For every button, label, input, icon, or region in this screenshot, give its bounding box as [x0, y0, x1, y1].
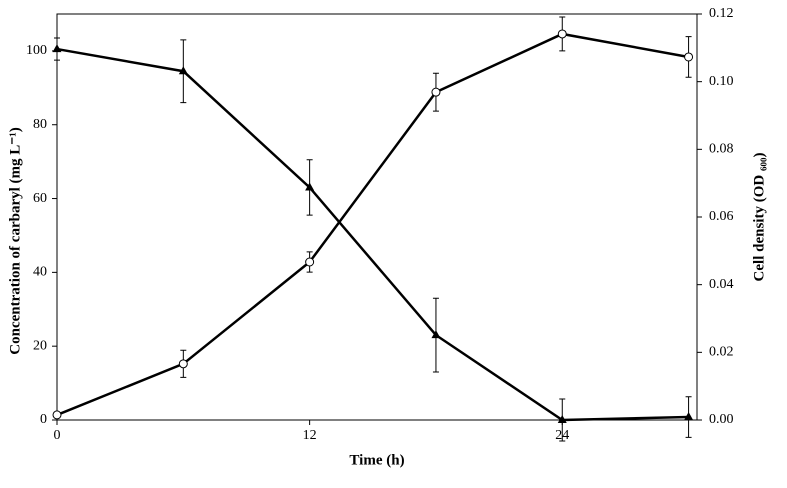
- y-tick-label: 80: [33, 117, 47, 132]
- y-axis-label: Concentration of carbaryl (mg L⁻¹): [7, 127, 23, 354]
- point: [52, 410, 62, 420]
- x-tick-label: 0: [54, 428, 61, 443]
- y2-tick-label: 0.10: [709, 74, 734, 89]
- plot-frame: [56, 13, 698, 421]
- series-line: [56, 32, 689, 417]
- point: [684, 412, 694, 421]
- x-axis-label: Time (h): [349, 452, 404, 468]
- point: [557, 29, 567, 39]
- point: [431, 330, 441, 339]
- y2-tick-label: 0.08: [709, 142, 734, 157]
- y2-tick-label: 0.06: [709, 209, 734, 224]
- point: [178, 66, 188, 75]
- point: [684, 52, 694, 62]
- y-tick-label: 100: [26, 43, 47, 58]
- point: [305, 257, 315, 267]
- y2-axis-label: Cell density (OD ₆₀₀): [751, 153, 767, 282]
- series-line: [56, 47, 689, 422]
- y-tick-label: 0: [40, 412, 47, 427]
- point: [178, 359, 188, 369]
- point: [52, 44, 62, 53]
- y-tick-label: 60: [33, 191, 47, 206]
- y-tick-label: 20: [33, 338, 47, 353]
- point: [431, 87, 441, 97]
- x-tick-label: 12: [303, 428, 317, 443]
- y-tick-label: 40: [33, 265, 47, 280]
- y2-tick-label: 0.02: [709, 345, 734, 360]
- y2-tick-label: 0.04: [709, 277, 734, 292]
- y2-tick-label: 0.00: [709, 412, 734, 427]
- point: [305, 182, 315, 191]
- point: [557, 415, 567, 423]
- y2-tick-label: 0.12: [709, 6, 734, 21]
